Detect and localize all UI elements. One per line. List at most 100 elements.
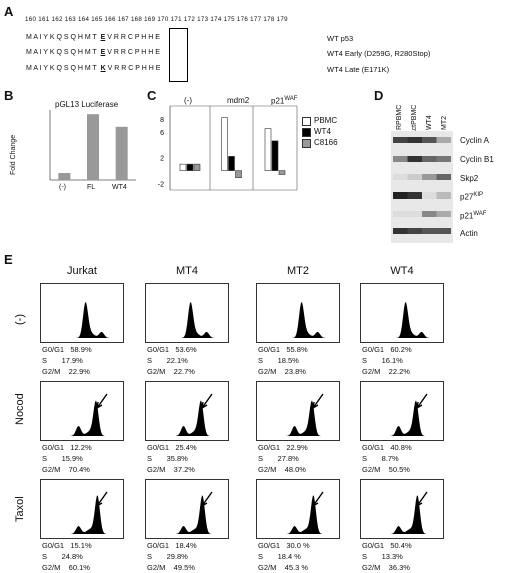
panel-b-title: pGL13 Luciferase: [55, 100, 119, 109]
phase-stats-r0-c0: G0/G1 58.9% S 17.9% G2/M 22.9%: [42, 345, 92, 376]
histogram-r0-c0: [40, 283, 124, 343]
seq-row-early: M A I Y K Q S Q H M T E V R R C P H H E: [26, 49, 160, 56]
histogram-r1-c3: [360, 381, 444, 441]
histogram-r2-c1: [145, 479, 229, 539]
band-p21: [393, 211, 451, 217]
lane-mt2: MT2: [441, 116, 448, 130]
panel-c-label: C: [147, 88, 157, 103]
histogram-trace: [263, 495, 333, 534]
seq-label-wt: WT p53: [327, 34, 354, 43]
panel-c-group-2: p21WAF: [271, 96, 298, 106]
histogram-trace: [263, 302, 333, 338]
panel-b-label: B: [4, 88, 14, 103]
panel-c-ytick-1: 2: [160, 156, 164, 163]
histogram-trace: [367, 400, 437, 436]
histogram-trace: [47, 495, 117, 534]
panel-c-bar-2-0: [193, 163, 201, 171]
band-cyclin-a: [393, 137, 451, 143]
histogram-r2-c3: [360, 479, 444, 539]
histogram-r0-c3: [360, 283, 444, 343]
seq-row-late: M A I Y K Q S Q H M T K V R R C P H H E: [26, 65, 161, 72]
histogram-r1-c0: [40, 381, 124, 441]
phase-stats-r2-c1: G0/G1 18.4% S 29.8% G2/M 49.5%: [147, 541, 197, 572]
panel-c-bar-0-1: [221, 117, 228, 171]
histogram-r0-c1: [145, 283, 229, 343]
arrow-icon: [312, 393, 324, 409]
col-mt2: MT2: [287, 265, 309, 277]
histogram-trace: [152, 400, 222, 436]
panel-c-ytick-2: 6: [160, 130, 164, 137]
col-mt4: MT4: [176, 265, 198, 277]
arrow-icon: [96, 393, 108, 409]
residue-171-box: [169, 28, 188, 82]
phase-stats-r2-c0: G0/G1 15.1% S 24.8% G2/M 60.1%: [42, 541, 92, 572]
panel-c-bar-1-0: [186, 163, 194, 171]
protein-p27: p27KIP: [460, 192, 484, 202]
phase-stats-r0-c1: G0/G1 53.6% S 22.1% G2/M 22.7%: [147, 345, 197, 376]
legend-label-c8166: C8166: [314, 138, 338, 147]
band-p27: [393, 192, 451, 199]
col-wt4: WT4: [390, 265, 414, 277]
phase-stats-r2-c3: G0/G1 50.4% S 13.3% G2/M 36.3%: [362, 541, 412, 572]
histogram-trace: [367, 302, 437, 338]
panel-c-bar-0-0: [179, 163, 187, 171]
arrow-icon: [201, 491, 213, 507]
panel-c-bar-2-1: [235, 170, 242, 179]
seq-label-early: WT4 Early (D259G, R280Stop): [327, 49, 431, 58]
histogram-r1-c1: [145, 381, 229, 441]
histogram-r0-c2: [256, 283, 340, 343]
legend-swatch-wt4: [302, 128, 311, 137]
panel-c-bar-2-2: [278, 170, 286, 175]
arrow-icon: [96, 491, 108, 507]
histogram-r1-c2: [256, 381, 340, 441]
panel-c-group-0: (-): [184, 96, 192, 105]
protein-cyclin-a: Cyclin A: [460, 136, 489, 145]
panel-c-bar-1-1: [228, 156, 235, 171]
phase-stats-r0-c2: G0/G1 55.8% S 18.5% G2/M 23.8%: [258, 345, 308, 376]
row-nocod: Nocod: [14, 393, 26, 425]
western-blot: [391, 131, 453, 243]
arrow-icon: [416, 393, 428, 409]
phase-stats-r2-c2: G0/G1 30.0 % S 18.4 % G2/M 45.3 %: [258, 541, 310, 572]
seq-row-wt: M A I Y K Q S Q H M T E V R R C P H H E: [26, 34, 160, 41]
arrow-icon: [416, 491, 428, 507]
protein-actin: Actin: [460, 229, 478, 238]
histogram-trace: [152, 495, 222, 534]
histogram-trace: [47, 302, 117, 338]
panel-d-label: D: [374, 88, 384, 103]
legend-label-wt4: WT4: [314, 127, 331, 136]
lane-rpbmc: RPBMC: [396, 104, 403, 130]
panel-e-label: E: [4, 252, 13, 267]
panel-b-chart: [49, 110, 136, 181]
panel-c-ytick-3: 8: [160, 117, 164, 124]
panel-b-cat-1: FL: [87, 184, 96, 191]
residue-numbers: 160 161 162 163 164 165 166 167 168 169 …: [25, 16, 288, 23]
histogram-trace: [367, 495, 437, 534]
row-untreated: (-): [14, 314, 26, 325]
panel-c-ytick-0: -2: [158, 182, 164, 189]
panel-c-chart: -2 2 6 8: [158, 105, 298, 191]
band-actin: [393, 228, 451, 234]
phase-stats-r1-c0: G0/G1 12.2% S 15.9% G2/M 70.4%: [42, 443, 92, 474]
panel-b-cat-0: (-): [59, 184, 66, 191]
band-skp2: [393, 174, 451, 180]
panel-b-bar-0: [58, 173, 71, 180]
seq-label-late: WT4 Late (E171K): [327, 65, 390, 74]
panel-b-bar-1: [87, 114, 99, 180]
arrow-icon: [312, 491, 324, 507]
histogram-r2-c0: [40, 479, 124, 539]
panel-c-group-1: mdm2: [227, 96, 250, 105]
protein-skp2: Skp2: [460, 174, 479, 183]
band-cyclin-b1: [393, 156, 451, 162]
panel-b-cat-2: WT4: [112, 184, 127, 191]
row-taxol: Taxol: [14, 496, 26, 522]
histogram-trace: [47, 400, 117, 436]
col-jurkat: Jurkat: [67, 265, 97, 277]
panel-c-bar-0-2: [264, 128, 272, 171]
phase-stats-r1-c1: G0/G1 25.4% S 35.8% G2/M 37.2%: [147, 443, 197, 474]
phase-stats-r1-c2: G0/G1 22.9% S 27.8% G2/M 48.0%: [258, 443, 308, 474]
histogram-r2-c2: [256, 479, 340, 539]
histogram-trace: [263, 400, 333, 436]
panel-c-bar-1-2: [271, 140, 279, 171]
panel-b-bar-2: [115, 126, 128, 180]
